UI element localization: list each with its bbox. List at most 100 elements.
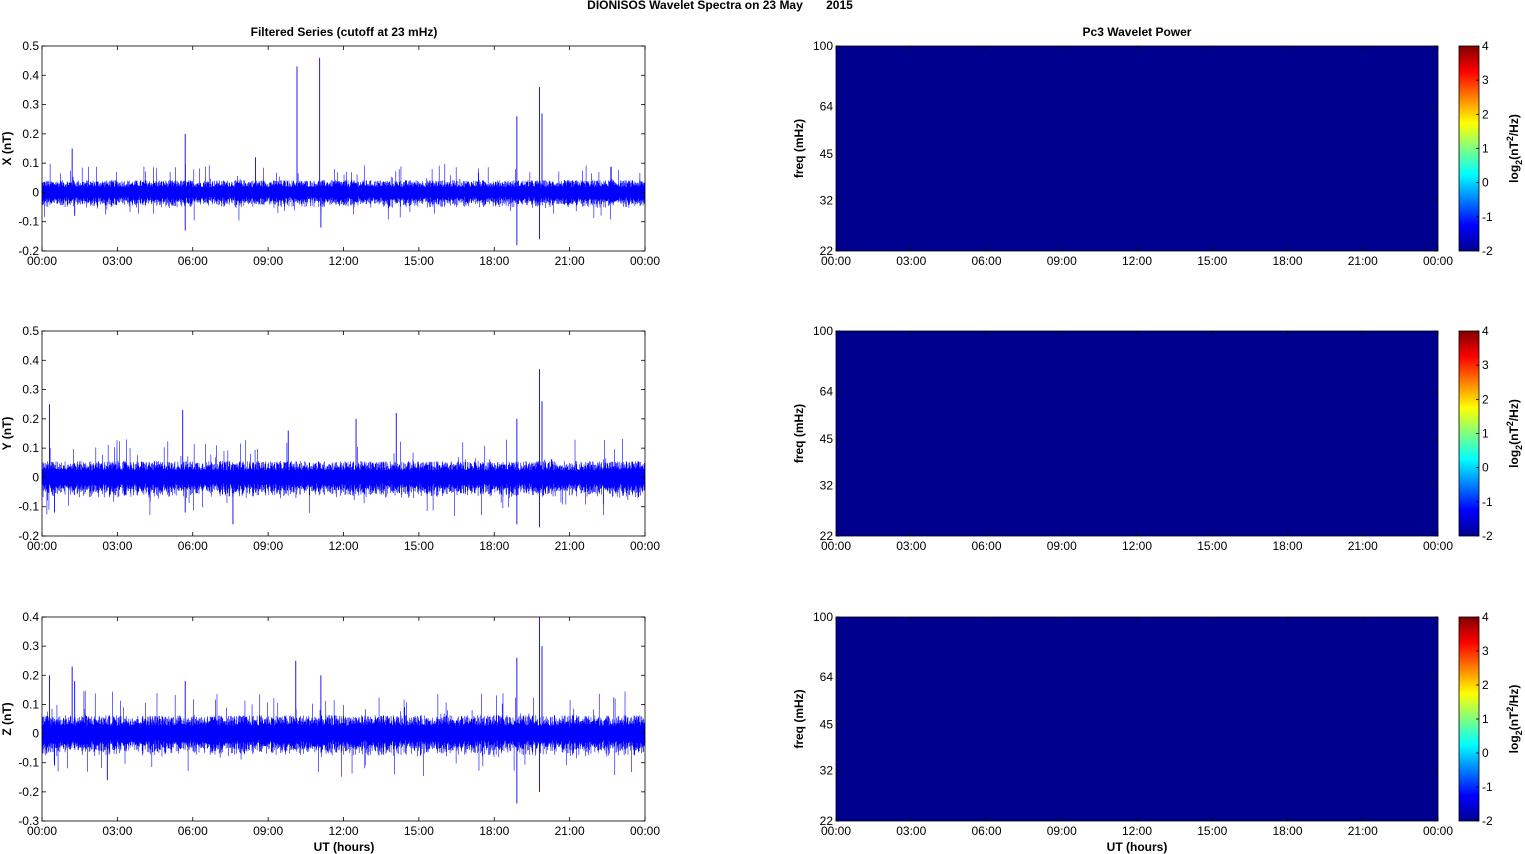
y-tick-label: 100 xyxy=(813,39,833,53)
x-tick-label: 00:00 xyxy=(27,824,57,838)
x-tick-label: 09:00 xyxy=(253,539,283,553)
panel-line-x: 00:00 03:00 06:00 09:00 12:00 15:00 18:00 21:00… xyxy=(0,39,660,268)
colorbar-tick-label: 2 xyxy=(1482,392,1489,406)
x-tick-label: 12:00 xyxy=(328,539,358,553)
y-tick-label: 0.4 xyxy=(22,353,39,367)
y-tick-label: 0 xyxy=(32,727,39,741)
x-tick-label: 03:00 xyxy=(896,539,926,553)
colorbar-tick-label: -1 xyxy=(1482,780,1493,794)
colorbar-tick-label: 2 xyxy=(1482,678,1489,692)
y-tick-label: 45 xyxy=(820,718,834,732)
x-tick-label: 21:00 xyxy=(555,539,585,553)
colorbar-tick-label: 3 xyxy=(1482,644,1489,658)
x-tick-label: 09:00 xyxy=(1047,254,1077,268)
y-tick-label: 32 xyxy=(820,478,834,492)
right-xlabel: UT (hours) xyxy=(1107,840,1168,854)
x-tick-label: 00:00 xyxy=(821,539,851,553)
y-tick-label: -0.2 xyxy=(18,244,39,258)
x-tick-label: 00:00 xyxy=(1423,254,1453,268)
y-tick-label: -0.1 xyxy=(18,500,39,514)
colorbar-tick-label: 2 xyxy=(1482,107,1489,121)
y-axis-label: freq (mHz) xyxy=(792,119,806,178)
y-axis-label: Y (nT) xyxy=(0,417,14,451)
x-tick-label: 00:00 xyxy=(27,539,57,553)
y-tick-label: 0.3 xyxy=(22,98,39,112)
x-tick-label: 06:00 xyxy=(178,824,208,838)
colorbar-tick-label: 0 xyxy=(1482,176,1489,190)
y-tick-label: 0.2 xyxy=(22,412,39,426)
x-tick-label: 09:00 xyxy=(253,824,283,838)
x-tick-label: 09:00 xyxy=(1047,539,1077,553)
y-tick-label: 100 xyxy=(813,324,833,338)
right-column-title: Pc3 Wavelet Power xyxy=(1083,25,1192,39)
y-axis-label: X (nT) xyxy=(0,132,14,166)
x-tick-label: 00:00 xyxy=(27,254,57,268)
y-tick-label: 0.2 xyxy=(22,127,39,141)
y-tick-label: 0.1 xyxy=(22,441,39,455)
y-tick-label: 0.4 xyxy=(22,610,39,624)
x-tick-label: 06:00 xyxy=(971,254,1001,268)
y-tick-label: 0 xyxy=(32,470,39,484)
colorbar-tick-label: -2 xyxy=(1482,529,1493,543)
y-tick-label: -0.3 xyxy=(18,814,39,828)
colorbar-tick-label: 1 xyxy=(1482,427,1489,441)
y-tick-label: -0.1 xyxy=(18,756,39,770)
y-tick-label: 32 xyxy=(820,193,834,207)
wavelet-power-image xyxy=(836,46,1438,251)
colorbar: -2 -1 0 1 2 3 4 log2(nT2/Hz) xyxy=(1458,39,1524,258)
colorbar-label: log2(nT2/Hz) xyxy=(1505,114,1524,183)
colorbar-tick-label: -1 xyxy=(1482,210,1493,224)
y-tick-label: 64 xyxy=(820,384,834,398)
colorbar-tick-label: -1 xyxy=(1482,495,1493,509)
plot-area xyxy=(42,331,645,536)
colorbar-tick-label: -2 xyxy=(1482,244,1493,258)
colorbar-tick-label: 3 xyxy=(1482,73,1489,87)
colorbar: -2 -1 0 1 2 3 4 log2(nT2/Hz) xyxy=(1458,324,1524,543)
panel-heatmap-z: 00:00 03:00 06:00 09:00 12:00 15:00 18:00 21:00… xyxy=(792,610,1524,838)
panel-heatmap-x: 00:00 03:00 06:00 09:00 12:00 15:00 18:00 21:00… xyxy=(792,39,1524,268)
y-tick-label: 0.2 xyxy=(22,668,39,682)
y-axis-label: Z (nT) xyxy=(0,702,14,735)
y-tick-label: 0.3 xyxy=(22,639,39,653)
x-tick-label: 12:00 xyxy=(328,824,358,838)
x-tick-label: 06:00 xyxy=(971,824,1001,838)
panel-line-y: 00:00 03:00 06:00 09:00 12:00 15:00 18:00 21:00… xyxy=(0,324,660,553)
x-tick-label: 18:00 xyxy=(1272,539,1302,553)
y-tick-label: 0.5 xyxy=(22,39,39,53)
y-tick-label: 22 xyxy=(820,814,834,828)
y-tick-label: -0.1 xyxy=(18,215,39,229)
x-tick-label: 06:00 xyxy=(971,539,1001,553)
x-tick-label: 21:00 xyxy=(555,824,585,838)
x-tick-label: 09:00 xyxy=(1047,824,1077,838)
x-tick-label: 03:00 xyxy=(896,824,926,838)
x-tick-label: 21:00 xyxy=(1348,254,1378,268)
x-tick-label: 21:00 xyxy=(1348,824,1378,838)
colorbar-tick-label: 4 xyxy=(1482,610,1489,624)
x-tick-label: 06:00 xyxy=(178,539,208,553)
y-tick-label: 45 xyxy=(820,147,834,161)
x-tick-label: 00:00 xyxy=(630,539,660,553)
x-tick-label: 18:00 xyxy=(479,539,509,553)
x-tick-label: 15:00 xyxy=(404,539,434,553)
x-tick-label: 15:00 xyxy=(404,254,434,268)
colorbar-tick-label: 3 xyxy=(1482,358,1489,372)
y-axis-label: freq (mHz) xyxy=(792,689,806,748)
x-tick-label: 12:00 xyxy=(1122,824,1152,838)
x-tick-label: 15:00 xyxy=(1197,254,1227,268)
y-tick-label: 0.3 xyxy=(22,383,39,397)
x-tick-label: 15:00 xyxy=(1197,539,1227,553)
colorbar-label: log2(nT2/Hz) xyxy=(1505,399,1524,468)
panel-heatmap-y: 00:00 03:00 06:00 09:00 12:00 15:00 18:00 21:00… xyxy=(792,324,1524,553)
colorbar-label: log2(nT2/Hz) xyxy=(1505,685,1524,754)
plot-area xyxy=(42,46,645,251)
wavelet-power-image xyxy=(836,617,1438,821)
x-tick-label: 03:00 xyxy=(102,824,132,838)
wavelet-power-image xyxy=(836,331,1438,536)
y-tick-label: 45 xyxy=(820,432,834,446)
x-tick-label: 03:00 xyxy=(896,254,926,268)
panel-line-z: 00:00 03:00 06:00 09:00 12:00 15:00 18:00 21:00… xyxy=(0,610,660,838)
x-tick-label: 18:00 xyxy=(1272,824,1302,838)
y-tick-label: 22 xyxy=(820,244,834,258)
colorbar-tick-label: 0 xyxy=(1482,746,1489,760)
